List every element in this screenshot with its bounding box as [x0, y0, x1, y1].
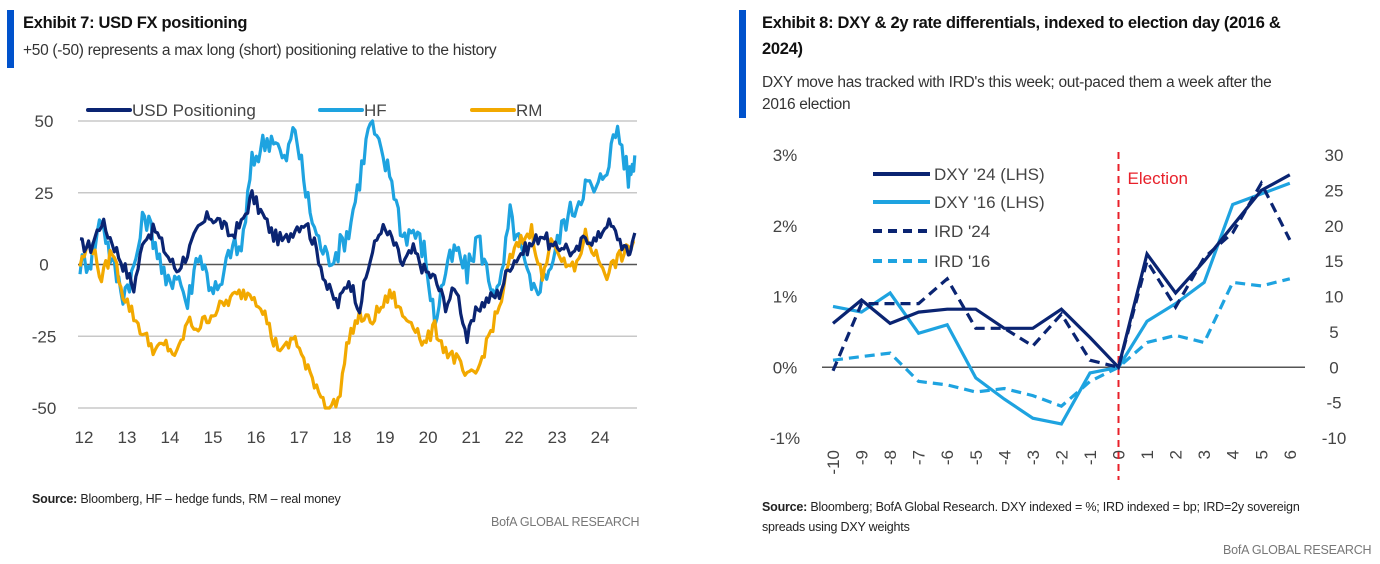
y-tick-label-right: 25: [1325, 181, 1344, 200]
source-text: Bloomberg, HF – hedge funds, RM – real m…: [77, 492, 341, 506]
y-tick-label-right: -10: [1322, 429, 1347, 448]
x-tick-label: 24: [591, 428, 610, 447]
y-tick-label-left: 3%: [773, 146, 798, 165]
x-tick-label: 2: [1167, 450, 1186, 459]
x-tick-label: 17: [290, 428, 309, 447]
legend-label: DXY '16 (LHS): [934, 193, 1045, 212]
source-line-1: Source: Bloomberg; BofA Global Research.…: [762, 497, 1300, 517]
exhibit-8-subtitle-line2: 2016 election: [762, 96, 851, 113]
legend-label: RM: [516, 101, 542, 120]
x-tick-label: 4: [1224, 450, 1243, 459]
x-tick-label: 15: [204, 428, 223, 447]
legend-label: USD Positioning: [132, 101, 256, 120]
series-line-ird-16: [832, 277, 1291, 409]
x-tick-label: 13: [118, 428, 137, 447]
exhibit-8-brand: BofA GLOBAL RESEARCH: [1223, 543, 1372, 557]
y-tick-label-right: 5: [1329, 323, 1338, 342]
series-line-hf: [78, 119, 637, 328]
x-tick-label: 19: [376, 428, 395, 447]
x-tick-label: -7: [910, 450, 929, 465]
x-tick-label: -10: [824, 450, 843, 475]
legend-label: DXY '24 (LHS): [934, 165, 1045, 184]
x-tick-label: -8: [881, 450, 900, 465]
source-label: Source:: [762, 500, 808, 514]
x-tick-label: -1: [1081, 450, 1100, 465]
y-tick-label: 0: [39, 256, 48, 275]
y-tick-label: 25: [35, 184, 54, 203]
y-tick-label-right: -5: [1326, 394, 1341, 413]
exhibit-7-brand: BofA GLOBAL RESEARCH: [491, 515, 640, 529]
x-tick-label: 14: [161, 428, 180, 447]
y-tick-label-left: 1%: [773, 288, 798, 307]
y-tick-label: 50: [35, 112, 54, 131]
exhibit-7-source: Source: Bloomberg, HF – hedge funds, RM …: [32, 489, 341, 509]
exhibit-7-subtitle: +50 (-50) represents a max long (short) …: [23, 42, 497, 59]
y-tick-label-right: 0: [1329, 358, 1338, 377]
y-tick-label: -50: [32, 399, 57, 418]
x-tick-label: 12: [75, 428, 94, 447]
exhibit-8-accent-bar: [739, 10, 746, 118]
y-tick-label: -25: [32, 327, 57, 346]
legend-label: IRD '16: [934, 252, 990, 271]
y-tick-label-right: 15: [1325, 252, 1344, 271]
source-label: Source:: [32, 492, 78, 506]
x-tick-label: 1: [1138, 450, 1157, 459]
legend-label: HF: [364, 101, 387, 120]
x-tick-label: -3: [1024, 450, 1043, 465]
exhibit-7-title: Exhibit 7: USD FX positioning: [23, 14, 248, 32]
y-tick-label-left: 2%: [773, 217, 798, 236]
series-line-ird-24: [831, 179, 1292, 372]
y-tick-label-right: 20: [1325, 217, 1344, 236]
x-tick-label: -5: [967, 450, 986, 465]
source-line-2: spreads using DXY weights: [762, 520, 910, 534]
x-tick-label: 16: [247, 428, 266, 447]
exhibit-7-accent-bar: [7, 10, 14, 68]
legend-label: IRD '24: [934, 222, 990, 241]
exhibit-8-title-line1: Exhibit 8: DXY & 2y rate differentials, …: [762, 14, 1281, 32]
series-line-dxy-16-lhs: [832, 181, 1291, 426]
y-tick-label-right: 10: [1325, 288, 1344, 307]
source-text: Bloomberg; BofA Global Research. DXY ind…: [807, 500, 1300, 514]
series-line-dxy-24-lhs: [831, 173, 1291, 371]
y-tick-label-left: -1%: [770, 429, 800, 448]
x-tick-label: 6: [1281, 450, 1300, 459]
y-tick-label-right: 30: [1325, 146, 1344, 165]
x-tick-label: 3: [1195, 450, 1214, 459]
x-tick-label: 5: [1252, 450, 1271, 459]
x-tick-label: 22: [505, 428, 524, 447]
election-annotation: Election: [1128, 169, 1188, 188]
exhibit-8-title-line2: 2024): [762, 40, 803, 58]
x-tick-label: -4: [995, 450, 1014, 465]
x-tick-label: -9: [853, 450, 872, 465]
series-line-usd-positioning: [79, 189, 637, 345]
x-tick-label: 18: [333, 428, 352, 447]
x-tick-label: -2: [1052, 450, 1071, 465]
x-tick-label: 20: [419, 428, 438, 447]
x-tick-label: -6: [938, 450, 957, 465]
x-tick-label: 21: [462, 428, 481, 447]
exhibit-8-subtitle-line1: DXY move has tracked with IRD's this wee…: [762, 74, 1272, 91]
x-tick-label: 23: [548, 428, 567, 447]
exhibit-8-source: Source: Bloomberg; BofA Global Research.…: [762, 497, 1300, 537]
y-tick-label-left: 0%: [773, 358, 798, 377]
